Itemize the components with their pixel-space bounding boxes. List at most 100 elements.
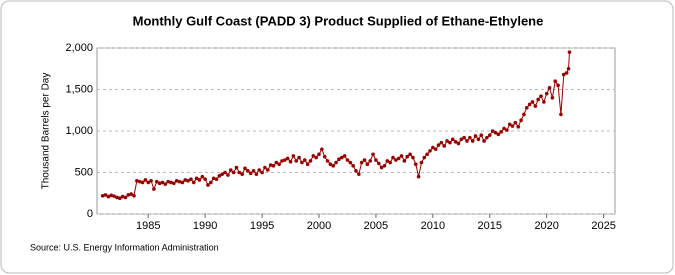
data-point — [191, 180, 196, 185]
data-point — [544, 91, 549, 96]
data-point — [502, 126, 506, 131]
data-point — [411, 155, 415, 160]
data-point — [294, 159, 299, 163]
x-tick-label: 2000 — [307, 220, 331, 232]
data-point — [237, 170, 242, 175]
y-tick-label: 500 — [75, 166, 93, 178]
data-point — [459, 137, 464, 142]
data-point — [533, 104, 538, 108]
data-point — [416, 174, 421, 179]
data-point — [186, 179, 190, 183]
data-point — [132, 193, 136, 198]
data-point — [342, 154, 347, 158]
data-point — [547, 86, 552, 90]
data-point — [362, 158, 367, 162]
data-point — [536, 97, 540, 102]
data-point — [135, 179, 139, 183]
data-point — [322, 154, 327, 159]
data-point — [228, 168, 233, 172]
data-point — [493, 130, 498, 135]
data-point — [556, 83, 560, 88]
data-point — [103, 193, 108, 197]
data-point — [448, 140, 452, 145]
data-point — [468, 135, 472, 140]
data-point — [177, 179, 182, 184]
y-tick-label: 0 — [87, 208, 93, 220]
data-point — [396, 156, 401, 161]
data-point — [470, 139, 475, 143]
data-point — [214, 177, 219, 181]
data-point — [479, 133, 484, 137]
data-point — [152, 187, 156, 191]
data-point — [285, 156, 290, 161]
data-point — [456, 141, 461, 146]
data-point — [391, 155, 395, 160]
data-point — [482, 139, 486, 143]
data-point — [197, 178, 202, 182]
data-point — [140, 180, 145, 185]
data-point — [564, 71, 569, 75]
data-point — [394, 158, 398, 162]
x-tick-label: 2015 — [478, 220, 502, 232]
data-point — [231, 170, 236, 175]
data-point — [149, 179, 153, 183]
data-point — [268, 163, 273, 167]
data-point — [431, 145, 435, 150]
data-point — [174, 179, 179, 183]
data-point — [260, 170, 264, 175]
data-point — [368, 159, 373, 163]
data-point — [283, 158, 287, 162]
data-point — [265, 168, 270, 172]
data-point — [117, 196, 122, 201]
x-tick-label: 2020 — [534, 220, 558, 232]
data-point — [234, 165, 239, 170]
data-point — [183, 178, 188, 182]
data-point — [163, 182, 168, 186]
data-point — [100, 193, 105, 198]
data-point — [180, 180, 185, 185]
data-point — [328, 162, 333, 166]
data-point — [462, 135, 466, 140]
data-point — [505, 128, 509, 132]
data-point — [257, 168, 262, 172]
data-point — [166, 179, 170, 184]
data-point — [405, 154, 410, 159]
source: Source: U.S. Energy Information Administ… — [30, 242, 219, 252]
data-point — [143, 178, 148, 182]
data-point — [331, 164, 336, 168]
data-point — [137, 179, 142, 184]
data-point — [154, 179, 159, 184]
x-tick-label: 1990 — [193, 220, 217, 232]
data-point — [527, 102, 532, 107]
data-point — [388, 160, 392, 165]
data-point — [226, 173, 230, 177]
y-tick-label: 1,000 — [65, 125, 93, 137]
data-point — [507, 122, 512, 127]
data-point — [351, 164, 355, 168]
data-point — [487, 133, 492, 137]
x-tick-label: 2010 — [421, 220, 445, 232]
chart-title: Monthly Gulf Coast (PADD 3) Product Supp… — [133, 13, 544, 28]
data-point — [453, 139, 458, 144]
data-point — [450, 137, 455, 142]
data-point — [542, 100, 546, 104]
data-point — [126, 193, 131, 197]
data-point — [419, 160, 424, 165]
data-point — [115, 195, 119, 200]
data-point — [428, 149, 432, 153]
data-point — [297, 155, 301, 160]
data-point — [485, 135, 489, 140]
data-point — [223, 170, 227, 175]
y-tick-label: 2,000 — [65, 42, 93, 54]
data-point — [559, 112, 563, 117]
data-point — [263, 165, 267, 170]
data-point — [308, 159, 313, 163]
data-point — [240, 172, 244, 176]
x-tick-label: 2025 — [591, 220, 615, 232]
data-point — [106, 194, 111, 199]
x-tick-label: 2005 — [364, 220, 388, 232]
data-point — [436, 143, 441, 147]
data-point — [519, 118, 523, 123]
data-point — [109, 193, 114, 198]
